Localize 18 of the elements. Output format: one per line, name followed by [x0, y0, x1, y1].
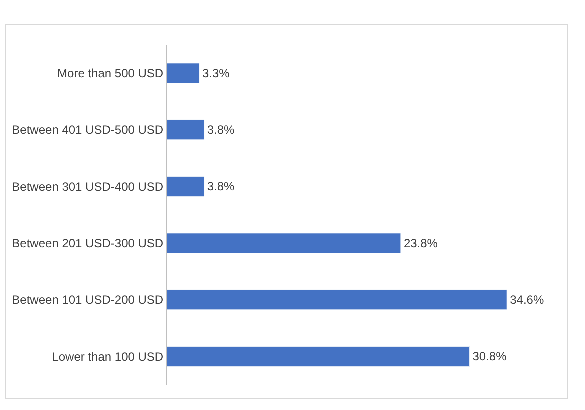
bar: [167, 346, 470, 367]
bar: [167, 290, 508, 310]
data-label: 3.8%: [207, 123, 236, 137]
bar: [167, 233, 402, 254]
y-tick-label: Between 401 USD-500 USD: [12, 123, 164, 138]
data-label: 34.6%: [510, 293, 544, 307]
y-tick-label: Between 101 USD-200 USD: [12, 293, 164, 308]
y-tick-label: Between 301 USD-400 USD: [12, 180, 164, 194]
y-tick-label: More than 500 USD: [58, 66, 164, 81]
data-label: 23.8%: [404, 236, 438, 250]
data-label: 3.3%: [202, 66, 230, 80]
y-tick-label: Between 201 USD-300 USD: [12, 236, 164, 251]
bar: [167, 176, 205, 197]
bar: [167, 120, 205, 140]
y-tick-label: Lower than 100 USD: [52, 350, 164, 364]
bar: [167, 63, 200, 84]
data-label: 30.8%: [472, 350, 508, 364]
data-label: 3.8%: [207, 180, 236, 194]
